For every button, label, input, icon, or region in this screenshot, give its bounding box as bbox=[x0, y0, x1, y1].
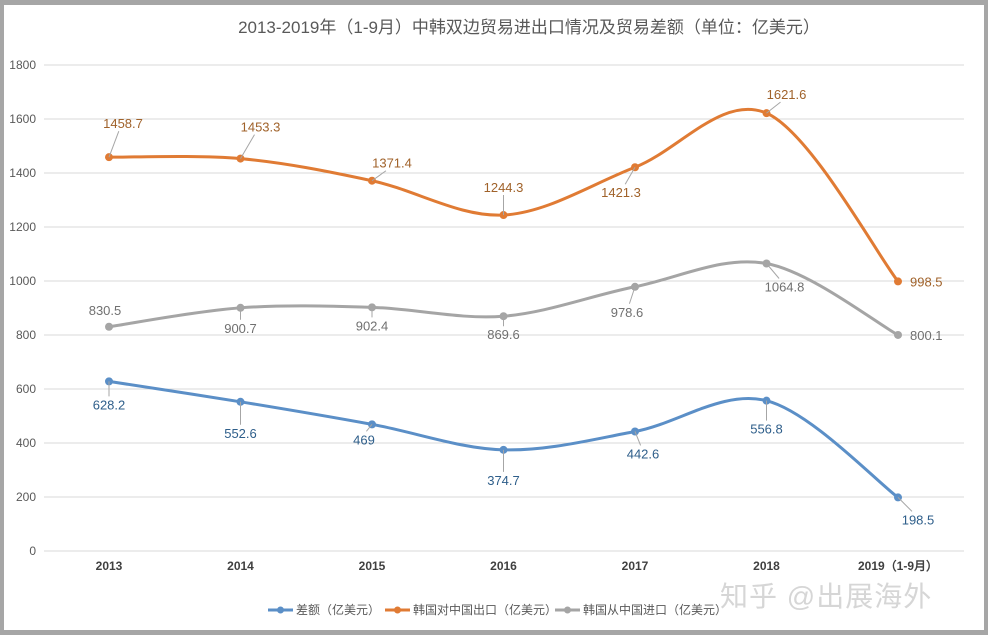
data-label: 1453.3 bbox=[241, 120, 281, 135]
y-tick-label: 400 bbox=[16, 436, 36, 450]
leader-line bbox=[366, 424, 373, 432]
data-point[interactable] bbox=[105, 322, 113, 331]
data-label: 556.8 bbox=[750, 422, 783, 437]
data-label: 998.5 bbox=[910, 274, 943, 289]
data-label: 442.6 bbox=[627, 446, 660, 461]
legend-dot-marker bbox=[394, 606, 401, 614]
data-label: 902.4 bbox=[356, 318, 389, 333]
data-label: 469 bbox=[353, 432, 375, 447]
data-labels: 628.2 552.6 469 374.7 442.6 556.8 198.5 1458.7 1… bbox=[89, 87, 943, 527]
legend-item[interactable]: 韩国从中国进口（亿美元） bbox=[583, 602, 727, 617]
leader-line bbox=[624, 166, 636, 185]
y-tick-label: 600 bbox=[16, 382, 36, 396]
data-point[interactable] bbox=[894, 330, 902, 339]
y-tick-label: 0 bbox=[29, 544, 36, 558]
data-label: 628.2 bbox=[93, 397, 126, 412]
data-label: 374.7 bbox=[487, 473, 520, 488]
data-label: 830.5 bbox=[89, 303, 122, 318]
data-label: 552.6 bbox=[224, 426, 257, 441]
x-axis: 2013 2014 2015 2016 2017 2018 2019（1-9月） bbox=[96, 558, 938, 573]
data-label: 869.6 bbox=[487, 327, 520, 342]
y-tick-label: 1200 bbox=[9, 220, 36, 234]
legend-dot-marker bbox=[277, 606, 284, 614]
data-label: 900.7 bbox=[224, 321, 257, 336]
data-label: 1458.7 bbox=[103, 116, 143, 131]
y-tick-label: 1400 bbox=[9, 166, 36, 180]
data-label: 978.6 bbox=[611, 305, 644, 320]
x-tick-label: 2016 bbox=[490, 559, 517, 573]
x-tick-label: 2013 bbox=[96, 559, 123, 573]
x-tick-label: 2018 bbox=[753, 559, 780, 573]
y-tick-label: 200 bbox=[16, 490, 36, 504]
legend-item[interactable]: 韩国对中国出口（亿美元） bbox=[413, 602, 557, 617]
leader-line bbox=[897, 497, 913, 512]
data-label: 1244.3 bbox=[484, 180, 524, 195]
data-label: 1371.4 bbox=[372, 156, 412, 171]
legend-dot-marker bbox=[564, 606, 571, 614]
x-tick-label: 2019（1-9月） bbox=[858, 558, 938, 573]
leader-line bbox=[371, 170, 387, 182]
chart-title: 2013-2019年（1-9月）中韩双边贸易进出口情况及贸易差额（单位：亿美元） bbox=[238, 18, 820, 37]
data-label: 1064.8 bbox=[765, 280, 805, 295]
x-tick-label: 2017 bbox=[622, 559, 649, 573]
y-axis: 0 200 400 600 800 1000 1200 1400 1600 1800 bbox=[9, 58, 36, 558]
x-tick-label: 2015 bbox=[359, 559, 386, 573]
legend-item[interactable]: 差额（亿美元） bbox=[296, 602, 380, 617]
data-label: 800.1 bbox=[910, 328, 943, 343]
leader-line bbox=[628, 286, 636, 304]
leader-line bbox=[108, 130, 120, 158]
legend: 差额（亿美元） 韩国对中国出口（亿美元） 韩国从中国进口（亿美元） bbox=[268, 602, 727, 617]
leader-line bbox=[240, 134, 255, 159]
data-label: 1421.3 bbox=[601, 185, 641, 200]
y-tick-label: 1000 bbox=[9, 274, 36, 288]
data-point[interactable] bbox=[894, 277, 902, 286]
x-tick-label: 2014 bbox=[227, 559, 254, 573]
leader-line bbox=[766, 263, 780, 279]
leader-line bbox=[766, 101, 781, 114]
data-label: 1621.6 bbox=[767, 87, 807, 102]
leader-line bbox=[634, 431, 642, 446]
watermark: 知乎 @出展海外 bbox=[720, 581, 932, 612]
data-label: 198.5 bbox=[902, 512, 935, 527]
y-tick-label: 800 bbox=[16, 328, 36, 342]
y-tick-label: 1600 bbox=[9, 112, 36, 126]
y-tick-label: 1800 bbox=[9, 58, 36, 72]
